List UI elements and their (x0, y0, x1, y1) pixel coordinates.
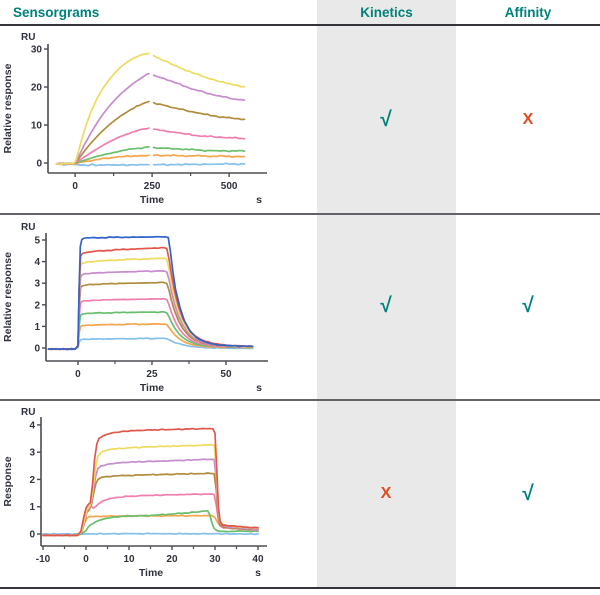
y-tick-label: 10 (31, 121, 43, 132)
x-tick-label: -10 (36, 554, 51, 565)
column-header-kinetics: Kinetics (360, 5, 413, 20)
kinetics-column-background (317, 0, 456, 589)
row-divider-line-2 (0, 399, 600, 401)
y-tick-label: 2 (34, 300, 40, 311)
x-tick-label: 50 (220, 369, 232, 380)
row-divider-line-1 (0, 213, 600, 215)
affinity-mark-row-3: √ (522, 482, 534, 505)
y-tick-label: 1 (29, 502, 35, 513)
x-unit-label: s (256, 382, 262, 394)
y-axis-title: Relative response (2, 63, 14, 153)
series-curve-green (42, 509, 259, 537)
x-tick-label: 25 (146, 369, 158, 380)
sensorgram-chart-row-3: -10 0 10 20 30 40 0 1 2 3 4 RU Response Time s (2, 407, 267, 579)
series-curve-blue (47, 235, 254, 351)
ru-unit-label: RU (21, 222, 35, 233)
x-axis-title: Time (140, 194, 164, 206)
bottom-border-line (0, 587, 600, 589)
header-divider-line (0, 24, 600, 26)
series-curve-olive (55, 100, 246, 166)
series-curve-pink (55, 127, 246, 166)
x-unit-label: s (256, 194, 262, 206)
column-header-affinity: Affinity (504, 5, 552, 20)
y-tick-label: 2 (29, 475, 35, 486)
x-tick-label: 30 (209, 554, 221, 565)
x-unit-label: s (255, 567, 261, 579)
column-header-sensorgrams: Sensorgrams (13, 5, 100, 20)
sensorgram-chart-row-1: 0 250 500 0 10 20 30 RU Relative response Time s (2, 32, 267, 206)
x-axis-title: Time (140, 382, 164, 394)
series-curve-purple (42, 458, 259, 537)
x-tick-label: 40 (252, 554, 264, 565)
y-tick-label: 4 (34, 257, 40, 268)
x-tick-label: 10 (123, 554, 135, 565)
x-tick-label: 0 (83, 554, 89, 565)
y-tick-label: 0 (29, 530, 35, 541)
kinetics-mark-row-1: √ (380, 108, 392, 131)
y-tick-label: 3 (29, 448, 35, 459)
y-tick-label: 0 (36, 159, 42, 170)
sensorgram-chart-row-2: 0 25 50 0 1 2 3 4 5 RU Relative response Time s (2, 222, 268, 394)
y-tick-label: 0 (34, 343, 40, 354)
kinetics-mark-row-2: √ (380, 294, 392, 317)
y-axis-title: Response (2, 456, 14, 506)
x-tick-label: 500 (221, 181, 238, 192)
kinetics-mark-row-3: X (380, 485, 392, 502)
affinity-mark-row-2: √ (522, 294, 534, 317)
y-tick-label: 1 (34, 322, 40, 333)
series-curve-yellow (55, 52, 246, 166)
series-curve-yellow (42, 443, 259, 537)
y-tick-label: 5 (34, 235, 40, 246)
ru-unit-label: RU (21, 32, 35, 43)
x-tick-label: 0 (75, 369, 81, 380)
y-tick-label: 4 (29, 420, 35, 431)
x-tick-label: 250 (144, 181, 161, 192)
x-tick-label: 20 (166, 554, 178, 565)
y-tick-label: 3 (34, 279, 40, 290)
y-tick-label: 20 (31, 83, 43, 94)
series-curve-red (42, 427, 259, 537)
ru-unit-label: RU (21, 407, 35, 418)
y-axis-title: Relative response (2, 252, 14, 342)
x-tick-label: 0 (72, 181, 78, 192)
y-tick-label: 30 (31, 45, 43, 56)
affinity-mark-row-1: X (522, 111, 534, 128)
x-axis-title: Time (139, 567, 163, 579)
series-curve-lightblue (55, 162, 246, 167)
